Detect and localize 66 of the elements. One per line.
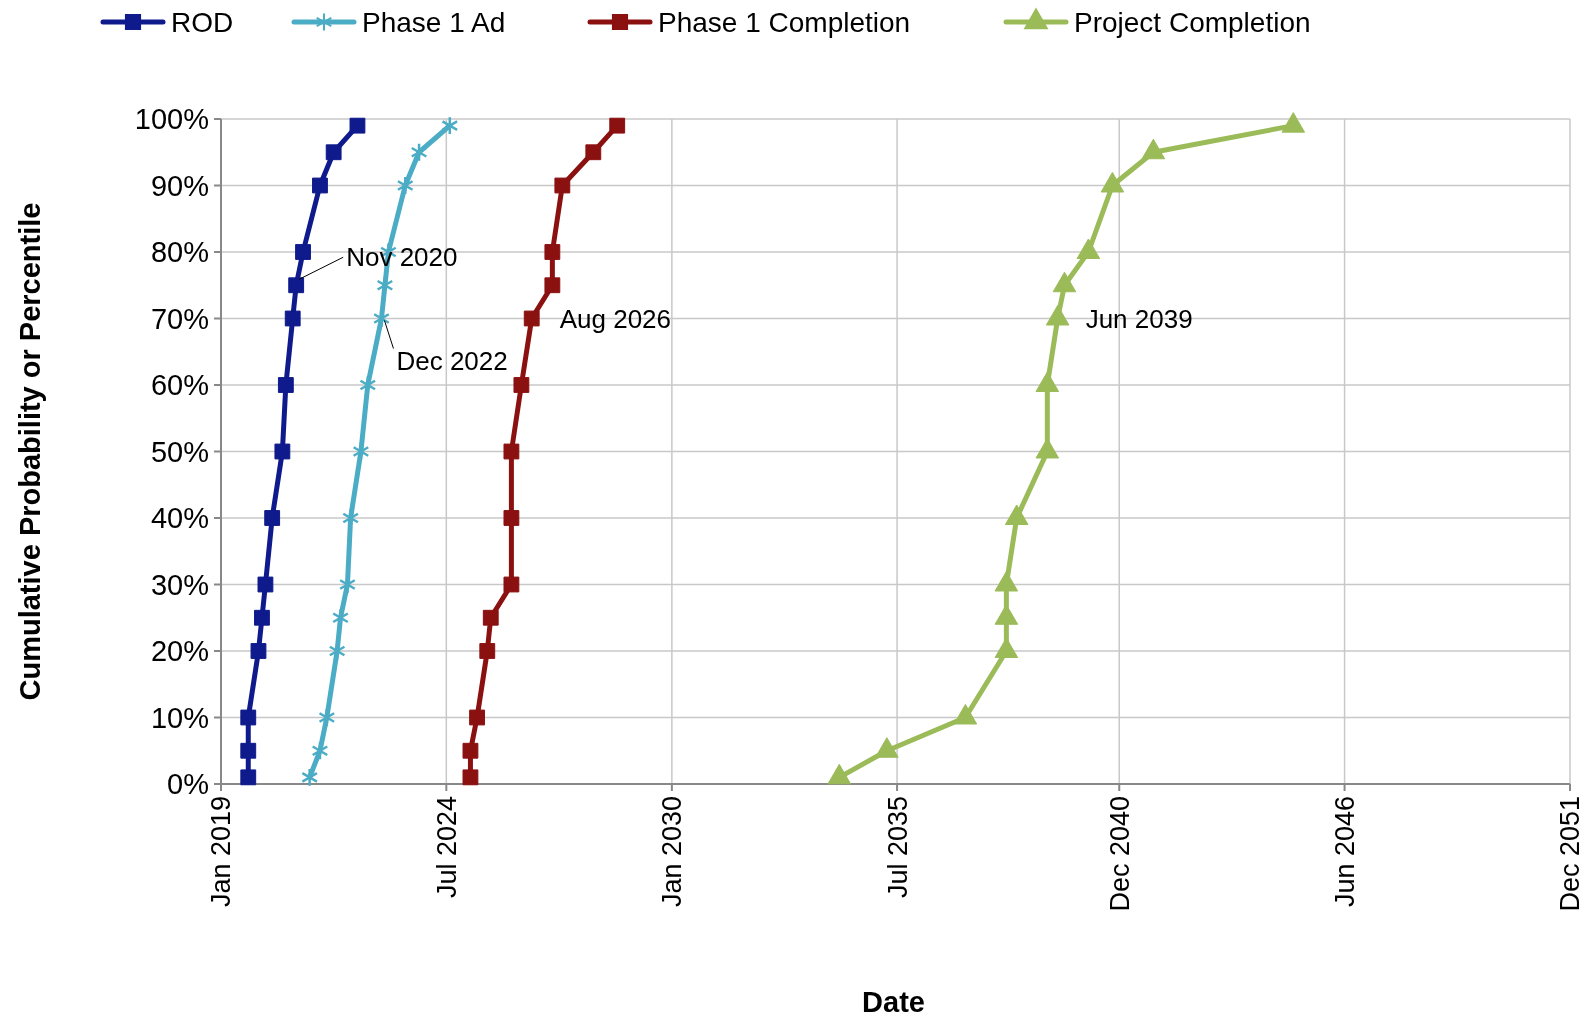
y-tick-label: 50%	[150, 435, 209, 468]
point	[544, 277, 561, 294]
legend-label: Project Completion	[1074, 6, 1311, 38]
x-tick-label: Jul 2024	[431, 796, 462, 899]
x-axis-title: Date	[862, 986, 925, 1018]
point	[396, 175, 414, 196]
point	[410, 142, 428, 162]
point	[240, 769, 257, 786]
point	[513, 377, 530, 393]
point	[240, 742, 257, 759]
point	[254, 609, 270, 626]
point	[469, 709, 485, 726]
point	[240, 709, 257, 726]
point	[284, 310, 301, 327]
x-tick-label: Jul 2035	[882, 796, 913, 899]
point	[462, 742, 479, 759]
point	[585, 144, 602, 161]
point	[264, 510, 281, 526]
legend-label: Phase 1 Ad	[362, 6, 506, 38]
y-tick-label: 100%	[134, 103, 209, 136]
point	[311, 741, 329, 761]
point	[277, 377, 294, 393]
point	[376, 275, 394, 295]
point	[482, 609, 499, 626]
y-axis-title: Cumulative Probability or Percentile	[14, 202, 46, 701]
y-tick-label: 70%	[150, 302, 209, 335]
x-tick-label: Jan 2019	[206, 796, 237, 908]
y-tick-label: 10%	[150, 701, 209, 734]
y-tick-label: 60%	[150, 369, 209, 402]
annotation: Jun 2039	[1085, 303, 1193, 334]
x-tick-label: Dec 2051	[1555, 796, 1586, 912]
point	[325, 144, 342, 161]
point	[250, 643, 267, 659]
point	[503, 510, 520, 526]
x-tick-label: Jan 2030	[657, 796, 688, 908]
point	[441, 115, 459, 136]
x-tick-label: Jun 2046	[1330, 796, 1361, 908]
point	[462, 769, 479, 786]
legend-label: ROD	[171, 6, 234, 38]
point	[312, 177, 328, 194]
y-tick-label: 90%	[150, 169, 209, 202]
point	[349, 117, 366, 134]
point	[318, 707, 336, 728]
point	[503, 443, 520, 460]
point	[288, 277, 305, 294]
y-tick-label: 30%	[150, 568, 209, 601]
point	[479, 643, 496, 659]
y-tick-label: 40%	[150, 502, 209, 535]
point	[609, 117, 626, 134]
legend-label: Phase 1 Completion	[658, 6, 911, 38]
point	[301, 767, 319, 788]
point	[295, 244, 311, 260]
y-tick-label: 20%	[150, 635, 209, 668]
point	[352, 441, 370, 462]
point	[544, 244, 561, 260]
point	[328, 641, 346, 661]
x-tick-label: Dec 2040	[1104, 796, 1135, 912]
y-tick-label: 80%	[150, 236, 209, 269]
y-tick-label: 0%	[167, 768, 209, 801]
point	[257, 576, 274, 593]
point	[554, 177, 571, 194]
point	[523, 310, 540, 327]
annotation: Dec 2022	[396, 345, 508, 376]
point	[274, 443, 291, 460]
annotation: Aug 2026	[559, 303, 672, 334]
point	[503, 576, 520, 593]
